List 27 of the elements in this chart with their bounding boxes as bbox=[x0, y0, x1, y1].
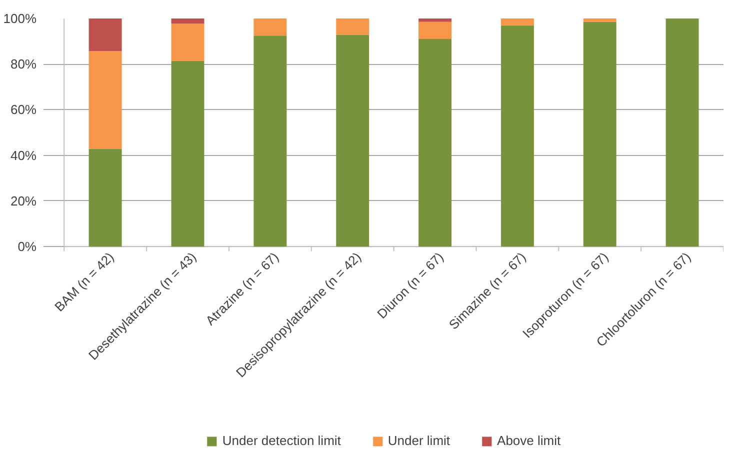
bar bbox=[666, 18, 699, 247]
legend-label: Under detection limit bbox=[222, 433, 341, 448]
bar bbox=[418, 22, 452, 40]
bar bbox=[88, 51, 122, 149]
y-tick-label: 80% bbox=[10, 56, 37, 72]
y-tick-label: 0% bbox=[18, 239, 37, 254]
bar bbox=[418, 18, 452, 22]
bar bbox=[336, 18, 370, 35]
legend-label: Under limit bbox=[388, 433, 450, 448]
bar bbox=[500, 18, 534, 26]
bar bbox=[336, 34, 370, 247]
bar bbox=[88, 148, 122, 247]
bar bbox=[583, 22, 616, 247]
bar bbox=[171, 18, 204, 24]
legend-label: Above limit bbox=[497, 433, 561, 448]
bar bbox=[500, 25, 534, 247]
y-tick-label: 100% bbox=[3, 11, 37, 26]
y-tick-label: 40% bbox=[10, 148, 37, 163]
bar bbox=[88, 18, 122, 52]
y-tick-label: 60% bbox=[10, 102, 37, 118]
bar bbox=[171, 60, 204, 247]
bar bbox=[418, 39, 452, 247]
bar bbox=[254, 36, 287, 247]
bar bbox=[254, 18, 287, 36]
bar bbox=[583, 18, 616, 22]
y-tick-label: 20% bbox=[10, 193, 37, 208]
bar bbox=[171, 24, 204, 61]
